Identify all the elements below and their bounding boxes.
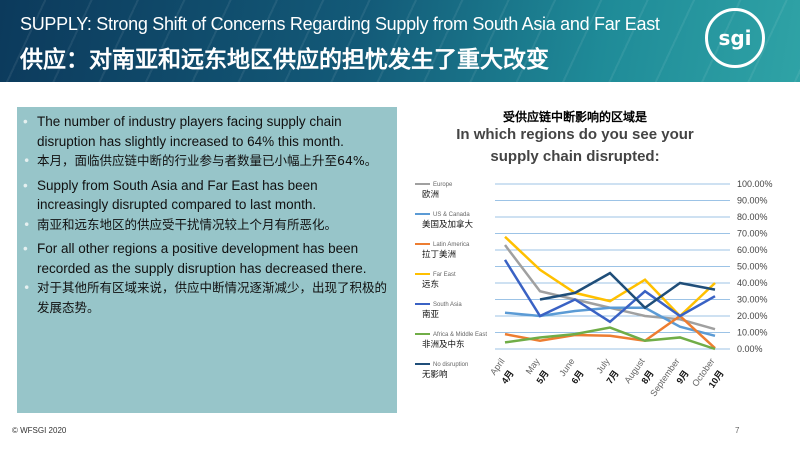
title-chinese: 供应：对南亚和远东地区供应的担忧发生了重大改变 (20, 47, 549, 73)
bullet-zh: 对于其他所有区域来说，供应中断情况逐渐减少，出现了积极的发展态势。 (23, 278, 389, 317)
chart-title: In which regions do you see your supply … (456, 126, 694, 165)
x-tick-label-zh: 4月 (499, 368, 515, 385)
bullet-zh: 南亚和远东地区的供应受干扰情况较上个月有所恶化。 (23, 215, 389, 235)
title-english: SUPPLY: Strong Shift of Concerns Regardi… (20, 14, 660, 34)
wfsgi-logo: sgi (705, 8, 765, 68)
legend-label-zh: 美国及加拿大 (422, 219, 474, 229)
bullet-en: For all other regions a positive develop… (23, 239, 389, 278)
y-tick-label: 20.00% (737, 311, 768, 321)
x-tick-label-zh: 9月 (674, 368, 690, 385)
y-tick-label: 80.00% (737, 212, 768, 222)
y-tick-label: 10.00% (737, 328, 768, 338)
legend-label-zh: 无影响 (422, 369, 448, 379)
legend-label: No disruption (433, 362, 468, 368)
copyright: © WFSGI 2020 (12, 426, 67, 435)
y-tick-label: 40.00% (737, 278, 768, 288)
series-line-no-disruption (539, 271, 716, 310)
legend-label-zh: 欧洲 (422, 189, 439, 199)
x-tick-label-zh: 5月 (534, 368, 550, 385)
bullet-en: Supply from South Asia and Far East has … (23, 176, 389, 215)
legend-label-zh: 非洲及中东 (422, 339, 465, 349)
legend-label-zh: 远东 (422, 279, 439, 289)
y-tick-label: 60.00% (737, 245, 768, 255)
bullet-en: The number of industry players facing su… (23, 112, 389, 151)
legend-label: South Asia (433, 302, 462, 308)
y-tick-label: 50.00% (737, 262, 768, 272)
legend-label-zh: 拉丁美洲 (422, 249, 456, 259)
y-tick-label: 100.00% (737, 179, 773, 189)
y-tick-label: 0.00% (737, 344, 763, 354)
legend-label: US & Canada (433, 212, 470, 218)
chart-title-chinese: 受供应链中断影响的区域是 (502, 110, 647, 124)
x-tick-label-zh: 6月 (569, 368, 585, 385)
series-line-south-asia (503, 259, 716, 324)
legend-label: Europe (433, 182, 453, 188)
summary-box: The number of industry players facing su… (17, 107, 397, 413)
bullet-zh: 本月，面临供应链中断的行业参与者数量已小幅上升至64%。 (23, 151, 389, 171)
page-number: 7 (735, 426, 740, 435)
x-tick-label-zh: 8月 (639, 368, 655, 385)
header-banner: SUPPLY: Strong Shift of Concerns Regardi… (0, 0, 800, 82)
y-tick-label: 70.00% (737, 229, 768, 239)
legend-label: Latin America (433, 242, 470, 248)
y-tick-label: 90.00% (737, 196, 768, 206)
legend-label: Africa & Middle East (433, 332, 487, 338)
x-tick-label-zh: 7月 (604, 368, 620, 385)
series-line-africa-middle-east (504, 326, 716, 351)
legend-label: Far East (433, 272, 456, 278)
line-chart: 0.00% 10.00% 20.00% 30.00% 40.00% 50.00% 60.00… (415, 179, 773, 398)
y-tick-label: 30.00% (737, 295, 768, 305)
series-line-far-east (504, 235, 716, 318)
legend-label-zh: 南亚 (422, 309, 440, 319)
